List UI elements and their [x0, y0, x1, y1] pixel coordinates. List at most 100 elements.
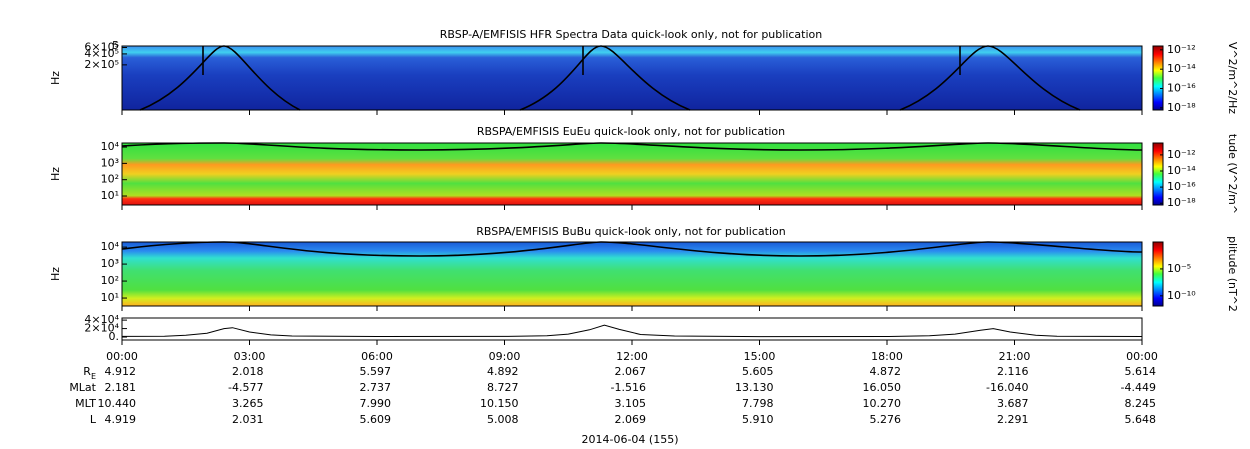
colorbar — [1152, 142, 1164, 206]
ephemeris-value: 2.018 — [232, 365, 264, 378]
ephemeris-value: 5.614 — [1125, 365, 1157, 378]
ephemeris-value: 8.727 — [487, 381, 519, 394]
y-axis-label: Hz — [49, 167, 62, 181]
y-axis-label: Hz — [49, 267, 62, 281]
ephemeris-label-text: R — [83, 365, 91, 378]
spectrogram-image — [122, 242, 1142, 306]
x-tick-label: 09:00 — [489, 350, 521, 363]
ephemeris-value: 5.605 — [742, 365, 774, 378]
ephemeris-value: 5.910 — [742, 413, 774, 426]
colorbar-tick-label: 10⁻¹⁶ — [1167, 180, 1196, 193]
ephemeris-value: 3.265 — [232, 397, 264, 410]
y-tick-label: 2×10⁵ — [84, 58, 119, 71]
ephemeris-value: 4.892 — [487, 365, 519, 378]
ephemeris-label-text: MLT — [75, 397, 96, 410]
x-tick-label: 21:00 — [999, 350, 1031, 363]
ephemeris-value: 2.116 — [997, 365, 1029, 378]
panel-frame — [121, 45, 1143, 111]
ephemeris-label-text: L — [90, 413, 97, 426]
ephemeris-label: MLT — [75, 397, 96, 410]
colorbar-tick-label: 10⁻¹⁸ — [1167, 101, 1196, 114]
y-tick-label: 2×10⁴ — [84, 322, 119, 335]
colorbar-tick-label: 10⁻¹² — [1167, 43, 1196, 56]
ephemeris-label: L — [90, 413, 97, 426]
ephemeris-label-text: MLat — [69, 381, 96, 394]
y-tick-label: 10⁴ — [101, 140, 120, 153]
y-tick-label: 10² — [101, 173, 119, 186]
spectrogram-image — [122, 46, 1142, 110]
x-tick-label: 06:00 — [361, 350, 393, 363]
y-tick-label: 6×10⁵ — [84, 41, 119, 54]
ephemeris-value: 10.270 — [863, 397, 902, 410]
ephemeris-value: 3.105 — [615, 397, 647, 410]
ephemeris-value: 2.181 — [105, 381, 137, 394]
ephemeris-value: -4.449 — [1121, 381, 1156, 394]
ephemeris-value: 4.872 — [870, 365, 902, 378]
ephemeris-value: 7.990 — [360, 397, 392, 410]
date-label: 2014-06-04 (155) — [581, 433, 678, 446]
colorbar-tick-label: 10⁻¹⁶ — [1167, 82, 1196, 95]
panel-frame — [121, 317, 1143, 341]
ephemeris-value: 8.245 — [1125, 397, 1157, 410]
ephemeris-value: 5.609 — [360, 413, 392, 426]
colorbar-label: V^2/m^2/Hz — [1226, 42, 1239, 114]
y-tick-label: 5 — [112, 39, 119, 52]
y-tick-label: 10³ — [101, 257, 119, 270]
ephemeris-label: MLat — [69, 381, 96, 394]
ephemeris-value: -4.577 — [228, 381, 263, 394]
panel-title: RBSPA/EMFISIS EuEu quick-look only, not … — [477, 125, 785, 138]
x-tick-label: 18:00 — [871, 350, 903, 363]
ephemeris-value: 5.276 — [870, 413, 902, 426]
y-tick-label: 4×10⁴ — [84, 313, 119, 326]
spectrogram-image — [122, 143, 1142, 205]
ephemeris-label-sub: E — [91, 372, 96, 381]
y-tick-label: 10¹ — [101, 291, 119, 304]
y-tick-label: 10⁴ — [101, 240, 120, 253]
y-tick-label: 4×10⁵ — [84, 47, 119, 60]
colorbar-tick-label: 10⁻¹⁴ — [1167, 164, 1196, 177]
x-tick-label: 00:00 — [1126, 350, 1158, 363]
colorbar-tick-label: 10⁻⁵ — [1167, 262, 1191, 275]
y-tick-label: 10¹ — [101, 189, 119, 202]
ephemeris-value: 2.031 — [232, 413, 264, 426]
x-tick-label: 03:00 — [234, 350, 266, 363]
colorbar — [1152, 241, 1164, 307]
panel-title: RBSP-A/EMFISIS HFR Spectra Data quick-lo… — [440, 28, 823, 41]
ephemeris-value: 4.919 — [105, 413, 137, 426]
ephemeris-label: RE — [83, 365, 96, 381]
colorbar — [1152, 45, 1164, 111]
colorbar-label: tude (V^2/m^ — [1226, 134, 1239, 214]
colorbar-tick-label: 10⁻¹⁴ — [1167, 62, 1196, 75]
ephemeris-value: 4.912 — [105, 365, 137, 378]
y-axis-label: Hz — [49, 71, 62, 85]
colorbar-label: plitude (nT^2 — [1226, 236, 1239, 312]
ephemeris-value: 2.737 — [360, 381, 392, 394]
colorbar-tick-label: 10⁻¹² — [1167, 148, 1196, 161]
ephemeris-value: 5.648 — [1125, 413, 1157, 426]
panel-frame — [121, 241, 1143, 307]
y-tick-label: 10³ — [101, 156, 119, 169]
ephemeris-value: 2.069 — [615, 413, 647, 426]
ephemeris-value: 16.050 — [863, 381, 902, 394]
ephemeris-value: 3.687 — [997, 397, 1029, 410]
y-tick-label: 0. — [109, 330, 120, 343]
x-tick-label: 15:00 — [744, 350, 776, 363]
ephemeris-value: 2.067 — [615, 365, 647, 378]
ephemeris-value: 13.130 — [735, 381, 774, 394]
ephemeris-value: 2.291 — [997, 413, 1029, 426]
x-tick-label: 12:00 — [616, 350, 648, 363]
data-line — [121, 324, 1143, 338]
ephemeris-value: -16.040 — [986, 381, 1028, 394]
ephemeris-value: -1.516 — [611, 381, 646, 394]
ephemeris-value: 7.798 — [742, 397, 774, 410]
y-tick-label: 10² — [101, 274, 119, 287]
panel-frame — [121, 142, 1143, 206]
x-tick-label: 00:00 — [106, 350, 138, 363]
ephemeris-value: 5.597 — [360, 365, 392, 378]
ephemeris-value: 10.440 — [98, 397, 137, 410]
colorbar-tick-label: 10⁻¹⁰ — [1167, 289, 1196, 302]
ephemeris-value: 10.150 — [480, 397, 519, 410]
panel-title: RBSPA/EMFISIS BuBu quick-look only, not … — [476, 225, 786, 238]
ephemeris-value: 5.008 — [487, 413, 519, 426]
